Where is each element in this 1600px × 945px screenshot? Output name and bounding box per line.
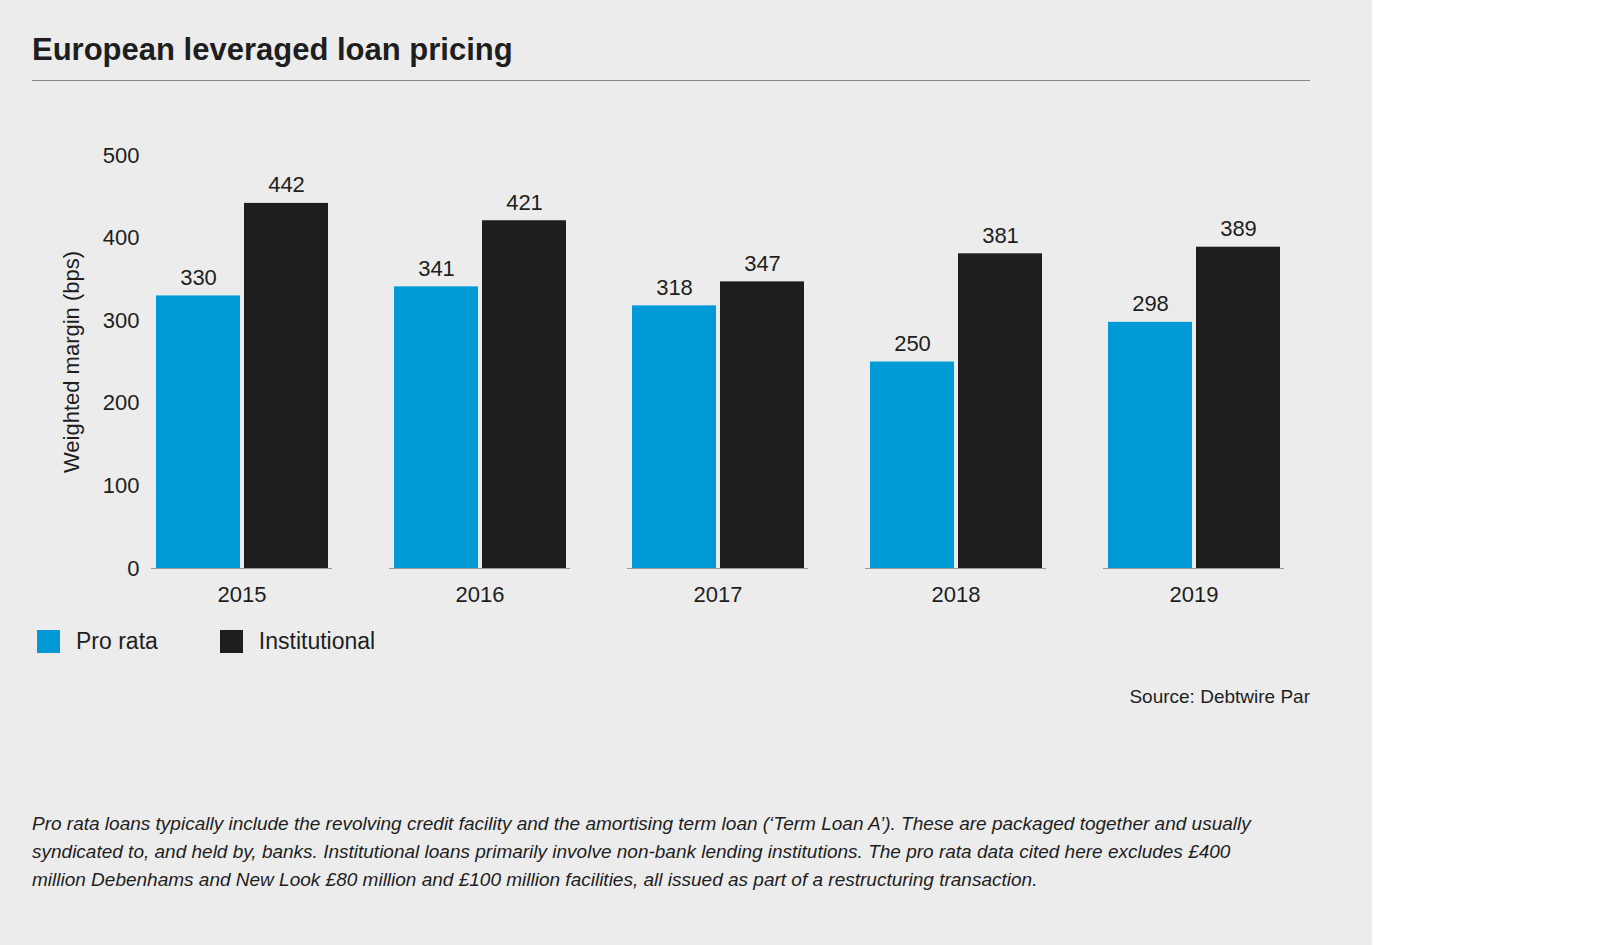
svg-text:2015: 2015: [218, 582, 267, 607]
svg-text:200: 200: [103, 390, 140, 415]
svg-text:318: 318: [656, 275, 693, 300]
svg-text:2016: 2016: [456, 582, 505, 607]
svg-text:Weighted margin (bps): Weighted margin (bps): [59, 251, 84, 473]
svg-text:421: 421: [506, 190, 543, 215]
html-text:European leveraged loan pricin: European leveraged loan pricing: [32, 32, 513, 67]
svg-text:2018: 2018: [932, 582, 981, 607]
svg-text:298: 298: [1132, 291, 1169, 316]
svg-text:0: 0: [127, 556, 139, 581]
svg-text:347: 347: [744, 251, 781, 276]
html-text:Source: Debtwire Par: Source: Debtwire Par: [1129, 686, 1310, 707]
svg-text:500: 500: [103, 143, 140, 168]
svg-text:442: 442: [268, 172, 305, 197]
svg-text:330: 330: [180, 265, 217, 290]
html-text:Pro rata: Pro rata: [76, 628, 158, 654]
svg-text:300: 300: [103, 308, 140, 333]
svg-text:381: 381: [982, 223, 1019, 248]
svg-text:389: 389: [1220, 216, 1257, 241]
html-text:Institutional: Institutional: [258, 628, 376, 654]
svg-text:341: 341: [418, 256, 455, 281]
svg-text:2019: 2019: [1170, 582, 1219, 607]
svg-text:100: 100: [103, 473, 140, 498]
svg-text:2017: 2017: [694, 582, 743, 607]
svg-text:250: 250: [894, 331, 931, 356]
html-text:Pro rata loans typically inclu: Pro rata loans typically include the rev…: [32, 813, 1251, 890]
svg-text:400: 400: [103, 225, 140, 250]
